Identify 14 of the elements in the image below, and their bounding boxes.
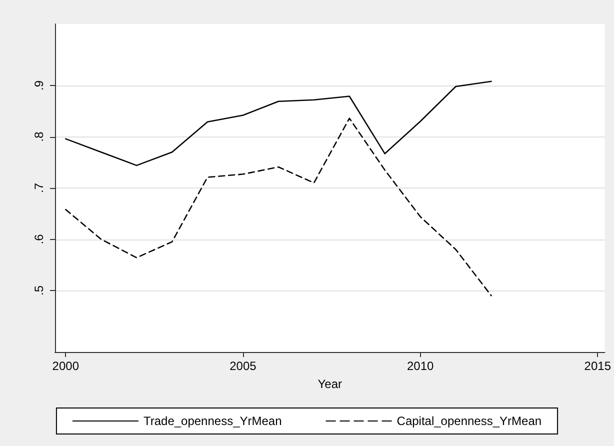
y-tick-label: .7: [32, 182, 46, 194]
line-series: [64, 80, 492, 166]
x-tick-label: 2010: [406, 359, 434, 373]
y-tick-label: .6: [32, 234, 46, 244]
legend-label: Capital_openness_YrMean: [396, 414, 542, 428]
y-tick-label: .8: [32, 131, 46, 142]
y-tick-label: .5: [32, 285, 46, 296]
line-series: [64, 118, 492, 296]
x-tick-label: 2015: [584, 359, 612, 373]
y-tick-label: .9: [32, 80, 46, 91]
x-tick-label: 2005: [230, 359, 257, 373]
text: Trade_openness_YrMean: [143, 414, 282, 428]
x-axis-title: Year: [318, 377, 342, 391]
x-tick-label: 2000: [52, 359, 80, 373]
